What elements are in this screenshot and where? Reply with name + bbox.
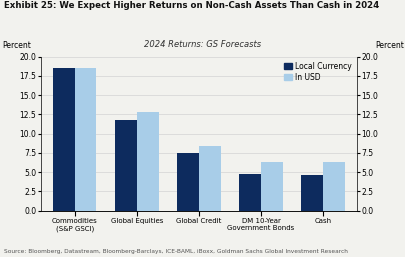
- Bar: [198, 146, 220, 211]
- Text: Percent: Percent: [2, 41, 31, 50]
- Bar: [301, 175, 322, 211]
- Bar: [136, 112, 158, 211]
- Text: Source: Bloomberg, Datastream, Bloomberg-Barclays, ICE-BAML, iBoxx, Goldman Sach: Source: Bloomberg, Datastream, Bloomberg…: [4, 250, 347, 254]
- Bar: [53, 68, 75, 211]
- Text: 2024 Returns: GS Forecasts: 2024 Returns: GS Forecasts: [144, 40, 261, 49]
- Bar: [177, 153, 198, 211]
- Text: Exhibit 25: We Expect Higher Returns on Non-Cash Assets Than Cash in 2024: Exhibit 25: We Expect Higher Returns on …: [4, 1, 378, 10]
- Bar: [239, 174, 260, 211]
- Bar: [260, 162, 282, 211]
- Bar: [75, 68, 96, 211]
- Legend: Local Currency, In USD: Local Currency, In USD: [282, 60, 353, 83]
- Bar: [115, 120, 136, 211]
- Text: Percent: Percent: [374, 41, 403, 50]
- Bar: [322, 162, 344, 211]
